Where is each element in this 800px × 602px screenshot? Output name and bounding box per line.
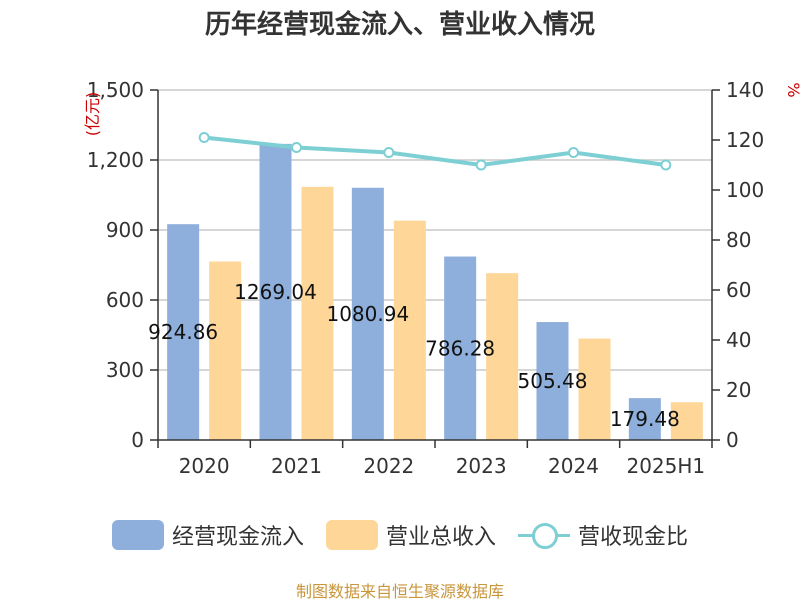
data-label-cash-inflow: 786.28 bbox=[425, 336, 495, 360]
y-right-tick-label: 40 bbox=[726, 328, 751, 352]
y-right-tick-label: 80 bbox=[726, 228, 751, 252]
y-left-tick-label: 300 bbox=[106, 358, 144, 382]
bar-cash-inflow bbox=[351, 187, 384, 440]
y-right-tick-label: 100 bbox=[726, 178, 764, 202]
legend-swatch-ratio bbox=[518, 520, 570, 550]
legend-item-revenue[interactable]: 营业总收入 bbox=[325, 519, 496, 551]
x-tick-label: 2025H1 bbox=[626, 454, 705, 478]
y-right-tick-label: 60 bbox=[726, 278, 751, 302]
legend-swatch-cash-inflow bbox=[111, 520, 164, 550]
bar-cash-inflow bbox=[167, 224, 200, 440]
x-tick-label: 2020 bbox=[179, 454, 230, 478]
axes-group: 0 300 600 900 1,200 1,500 0 20 40 60 80 100 120 140 20… bbox=[83, 78, 800, 478]
y-right-tick-label: 140 bbox=[726, 78, 764, 102]
y-right-tick-label: 120 bbox=[726, 128, 764, 152]
ratio-point bbox=[198, 132, 210, 143]
legend: 经营现金流入 营业总收入 营收现金比 bbox=[0, 515, 800, 555]
data-label-cash-inflow: 924.86 bbox=[148, 320, 218, 344]
data-labels-group: 924.86 1269.04 1080.94 786.28 505.48 179.48 bbox=[148, 280, 680, 431]
bar-cash-inflow bbox=[628, 398, 661, 440]
bar-cash-inflow bbox=[536, 322, 569, 440]
ratio-point bbox=[383, 147, 395, 158]
ratio-point bbox=[475, 159, 487, 171]
legend-label-ratio: 营收现金比 bbox=[578, 525, 689, 550]
ratio-point bbox=[291, 142, 302, 153]
bar-cash-inflow bbox=[444, 256, 477, 440]
legend-item-cash-inflow[interactable]: 经营现金流入 bbox=[111, 519, 304, 551]
bar-revenue bbox=[486, 273, 519, 440]
data-label-cash-inflow: 179.48 bbox=[610, 407, 680, 431]
y-left-tick-label: 1,500 bbox=[87, 78, 144, 102]
legend-label-revenue: 营业总收入 bbox=[385, 525, 496, 550]
y-right-tick-label: 20 bbox=[726, 378, 751, 402]
data-label-cash-inflow: 1269.04 bbox=[234, 280, 317, 304]
bar-revenue bbox=[670, 402, 703, 440]
legend-item-ratio[interactable]: 营收现金比 bbox=[518, 519, 688, 551]
chart-title: 历年经营现金流入、营业收入情况 bbox=[204, 10, 595, 40]
source-note: 制图数据来自恒生聚源数据库 bbox=[295, 582, 504, 601]
y-right-unit: % bbox=[784, 82, 800, 97]
ratio-line bbox=[203, 135, 667, 167]
legend-swatch-revenue bbox=[325, 520, 378, 550]
data-label-cash-inflow: 505.48 bbox=[518, 369, 588, 393]
y-right-tick-label: 0 bbox=[726, 428, 739, 452]
ratio-point bbox=[568, 147, 579, 158]
ratio-point bbox=[660, 159, 672, 171]
x-tick-label: 2021 bbox=[271, 454, 322, 478]
bars-group bbox=[167, 143, 703, 440]
bar-revenue bbox=[209, 261, 242, 440]
bar-revenue bbox=[578, 338, 611, 440]
y-left-tick-label: 600 bbox=[106, 288, 144, 312]
y-left-tick-label: 900 bbox=[106, 218, 144, 242]
x-tick-label: 2023 bbox=[456, 454, 507, 478]
data-label-cash-inflow: 1080.94 bbox=[326, 302, 409, 326]
y-left-tick-label: 1,200 bbox=[87, 148, 144, 172]
y-left-unit: (亿元) bbox=[83, 92, 102, 137]
y-left-tick-label: 0 bbox=[131, 428, 144, 452]
x-tick-label: 2022 bbox=[363, 454, 414, 478]
bar-revenue bbox=[393, 220, 426, 440]
bar-revenue bbox=[301, 186, 334, 440]
bar-cash-inflow bbox=[259, 143, 292, 440]
x-tick-label: 2024 bbox=[548, 454, 599, 478]
ratio-line-group bbox=[198, 132, 672, 171]
legend-label-cash-inflow: 经营现金流入 bbox=[171, 525, 304, 550]
